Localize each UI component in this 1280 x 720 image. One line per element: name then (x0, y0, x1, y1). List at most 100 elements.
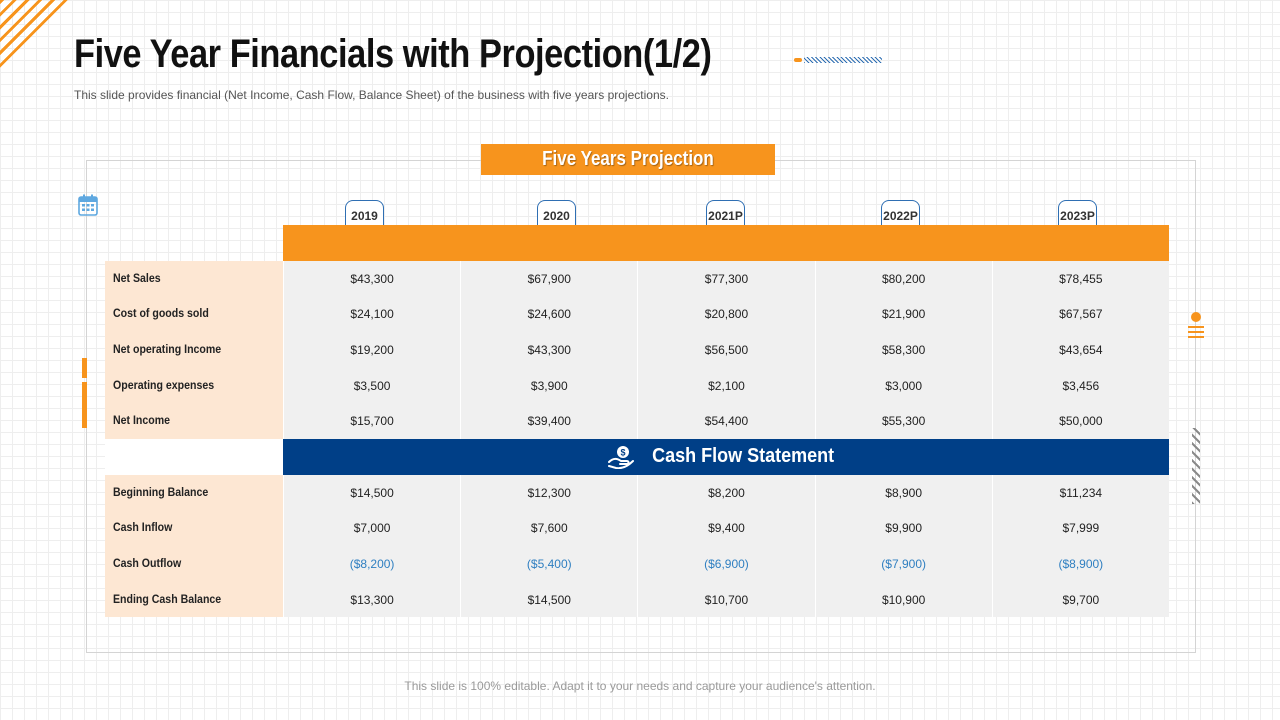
table-cell: $67,567 (991, 296, 1169, 333)
row-label: Cost of goods sold (105, 296, 283, 333)
financials-table: Net Sales $43,300 $67,900 $77,300 $80,20… (105, 261, 1169, 618)
cash-flow-title: Cash Flow Statement (651, 445, 835, 468)
table-cell: $3,000 (814, 367, 992, 404)
table-cell: $13,300 (283, 581, 461, 618)
table-cell: $7,600 (460, 510, 638, 547)
table-cell-negative: ($6,900) (637, 546, 815, 582)
row-label-text: Cash Inflow (113, 522, 173, 535)
table-cell: $56,500 (637, 332, 815, 368)
table-cell: $39,400 (460, 403, 638, 439)
row-label-text: Operating expenses (113, 379, 215, 392)
year-tab-2023p: 2023P (1058, 200, 1097, 225)
table-cell: $20,800 (637, 296, 815, 333)
table-cell: $8,200 (637, 474, 815, 511)
right-deco-line (1188, 336, 1204, 338)
row-label-text: Beginning Balance (113, 486, 209, 499)
table-cell: $80,200 (814, 261, 992, 297)
title-decoration (794, 57, 882, 63)
table-cell: $3,900 (460, 367, 638, 404)
year-tab-2019: 2019 (345, 200, 384, 225)
year-tab-2021p: 2021P (706, 200, 745, 225)
slide-title: Five Year Financials with Projection(1/2… (74, 32, 712, 76)
table-cell-negative: ($8,200) (283, 546, 461, 582)
row-label: Operating expenses (105, 367, 283, 404)
table-cell: $14,500 (283, 474, 461, 511)
table-cell: $67,900 (460, 261, 638, 297)
svg-text:$: $ (620, 447, 625, 457)
table-cell: $9,400 (637, 510, 815, 547)
row-label: Cash Inflow (105, 510, 283, 547)
table-row: Net Income $15,700 $39,400 $54,400 $55,3… (105, 403, 1169, 439)
table-cell: $2,100 (637, 367, 815, 404)
table-row: Net Sales $43,300 $67,900 $77,300 $80,20… (105, 261, 1169, 297)
row-label: Cash Outflow (105, 546, 283, 582)
table-cell: $12,300 (460, 474, 638, 511)
row-label: Net Sales (105, 261, 283, 297)
row-label: Beginning Balance (105, 474, 283, 511)
table-cell: $7,000 (283, 510, 461, 547)
row-label: Net Income (105, 403, 283, 439)
table-cell: $9,900 (814, 510, 992, 547)
table-row: Ending Cash Balance $13,300 $14,500 $10,… (105, 581, 1169, 618)
right-deco-dot (1191, 312, 1201, 322)
right-deco-line (1188, 326, 1204, 328)
cash-flow-header: $ Cash Flow Statement (283, 438, 1169, 475)
table-cell-negative: ($5,400) (460, 546, 638, 582)
row-label: Ending Cash Balance (105, 581, 283, 618)
row-label: Net operating Income (105, 332, 283, 368)
row-label-text: Ending Cash Balance (113, 593, 222, 606)
table-row: Operating expenses $3,500 $3,900 $2,100 … (105, 367, 1169, 404)
row-label-text: Cost of goods sold (113, 308, 209, 321)
left-accent-bar (82, 358, 88, 428)
table-cell: $78,455 (991, 261, 1169, 297)
table-cell-negative: ($8,900) (991, 546, 1169, 582)
table-cell: $3,456 (991, 367, 1169, 404)
year-tab-2020: 2020 (537, 200, 576, 225)
right-decoration (1186, 310, 1206, 510)
table-header-bar (283, 225, 1169, 261)
table-cell: $55,300 (814, 403, 992, 439)
table-row: Cost of goods sold $24,100 $24,600 $20,8… (105, 296, 1169, 333)
corner-stripes-decoration (0, 0, 75, 75)
left-accent-bar-bottom (82, 382, 87, 428)
left-accent-bar-top (82, 358, 87, 378)
slide-footer: This slide is 100% editable. Adapt it to… (404, 679, 876, 693)
row-label-text: Net Income (113, 415, 171, 428)
year-tab-2022p: 2022P (881, 200, 920, 225)
slide-subtitle: This slide provides financial (Net Incom… (74, 88, 669, 102)
table-cell: $43,300 (283, 261, 461, 297)
year-tabs: 2019 2020 2021P 2022P 2023P (283, 200, 1169, 226)
table-row: Cash Inflow $7,000 $7,600 $9,400 $9,900 … (105, 510, 1169, 547)
table-row: Beginning Balance $14,500 $12,300 $8,200… (105, 474, 1169, 511)
table-cell: $9,700 (991, 581, 1169, 618)
calendar-icon (78, 194, 98, 216)
money-hand-icon: $ (607, 445, 634, 469)
table-cell: $10,900 (814, 581, 992, 618)
row-label-text: Net operating Income (113, 343, 222, 356)
table-row: Cash Outflow ($8,200) ($5,400) ($6,900) … (105, 546, 1169, 582)
table-cell: $19,200 (283, 332, 461, 368)
table-cell: $8,900 (814, 474, 992, 511)
table-cell: $43,654 (991, 332, 1169, 368)
table-cell: $15,700 (283, 403, 461, 439)
projection-banner-label: Five Years Projection (542, 148, 714, 170)
table-cell: $10,700 (637, 581, 815, 618)
table-cell: $14,500 (460, 581, 638, 618)
cash-flow-header-row: $ Cash Flow Statement (105, 438, 1169, 475)
table-cell: $50,000 (991, 403, 1169, 439)
table-cell: $3,500 (283, 367, 461, 404)
table-cell: $24,600 (460, 296, 638, 333)
table-cell: $7,999 (991, 510, 1169, 547)
right-deco-line (1188, 331, 1204, 333)
title-deco-dot (794, 58, 802, 62)
right-deco-hatch (1192, 428, 1200, 504)
table-cell: $21,900 (814, 296, 992, 333)
title-deco-zigzag (804, 57, 882, 63)
cash-flow-blank (105, 438, 283, 475)
table-cell: $54,400 (637, 403, 815, 439)
table-cell: $43,300 (460, 332, 638, 368)
table-cell: $11,234 (991, 474, 1169, 511)
table-cell: $77,300 (637, 261, 815, 297)
table-cell: $58,300 (814, 332, 992, 368)
table-row: Net operating Income $19,200 $43,300 $56… (105, 332, 1169, 368)
